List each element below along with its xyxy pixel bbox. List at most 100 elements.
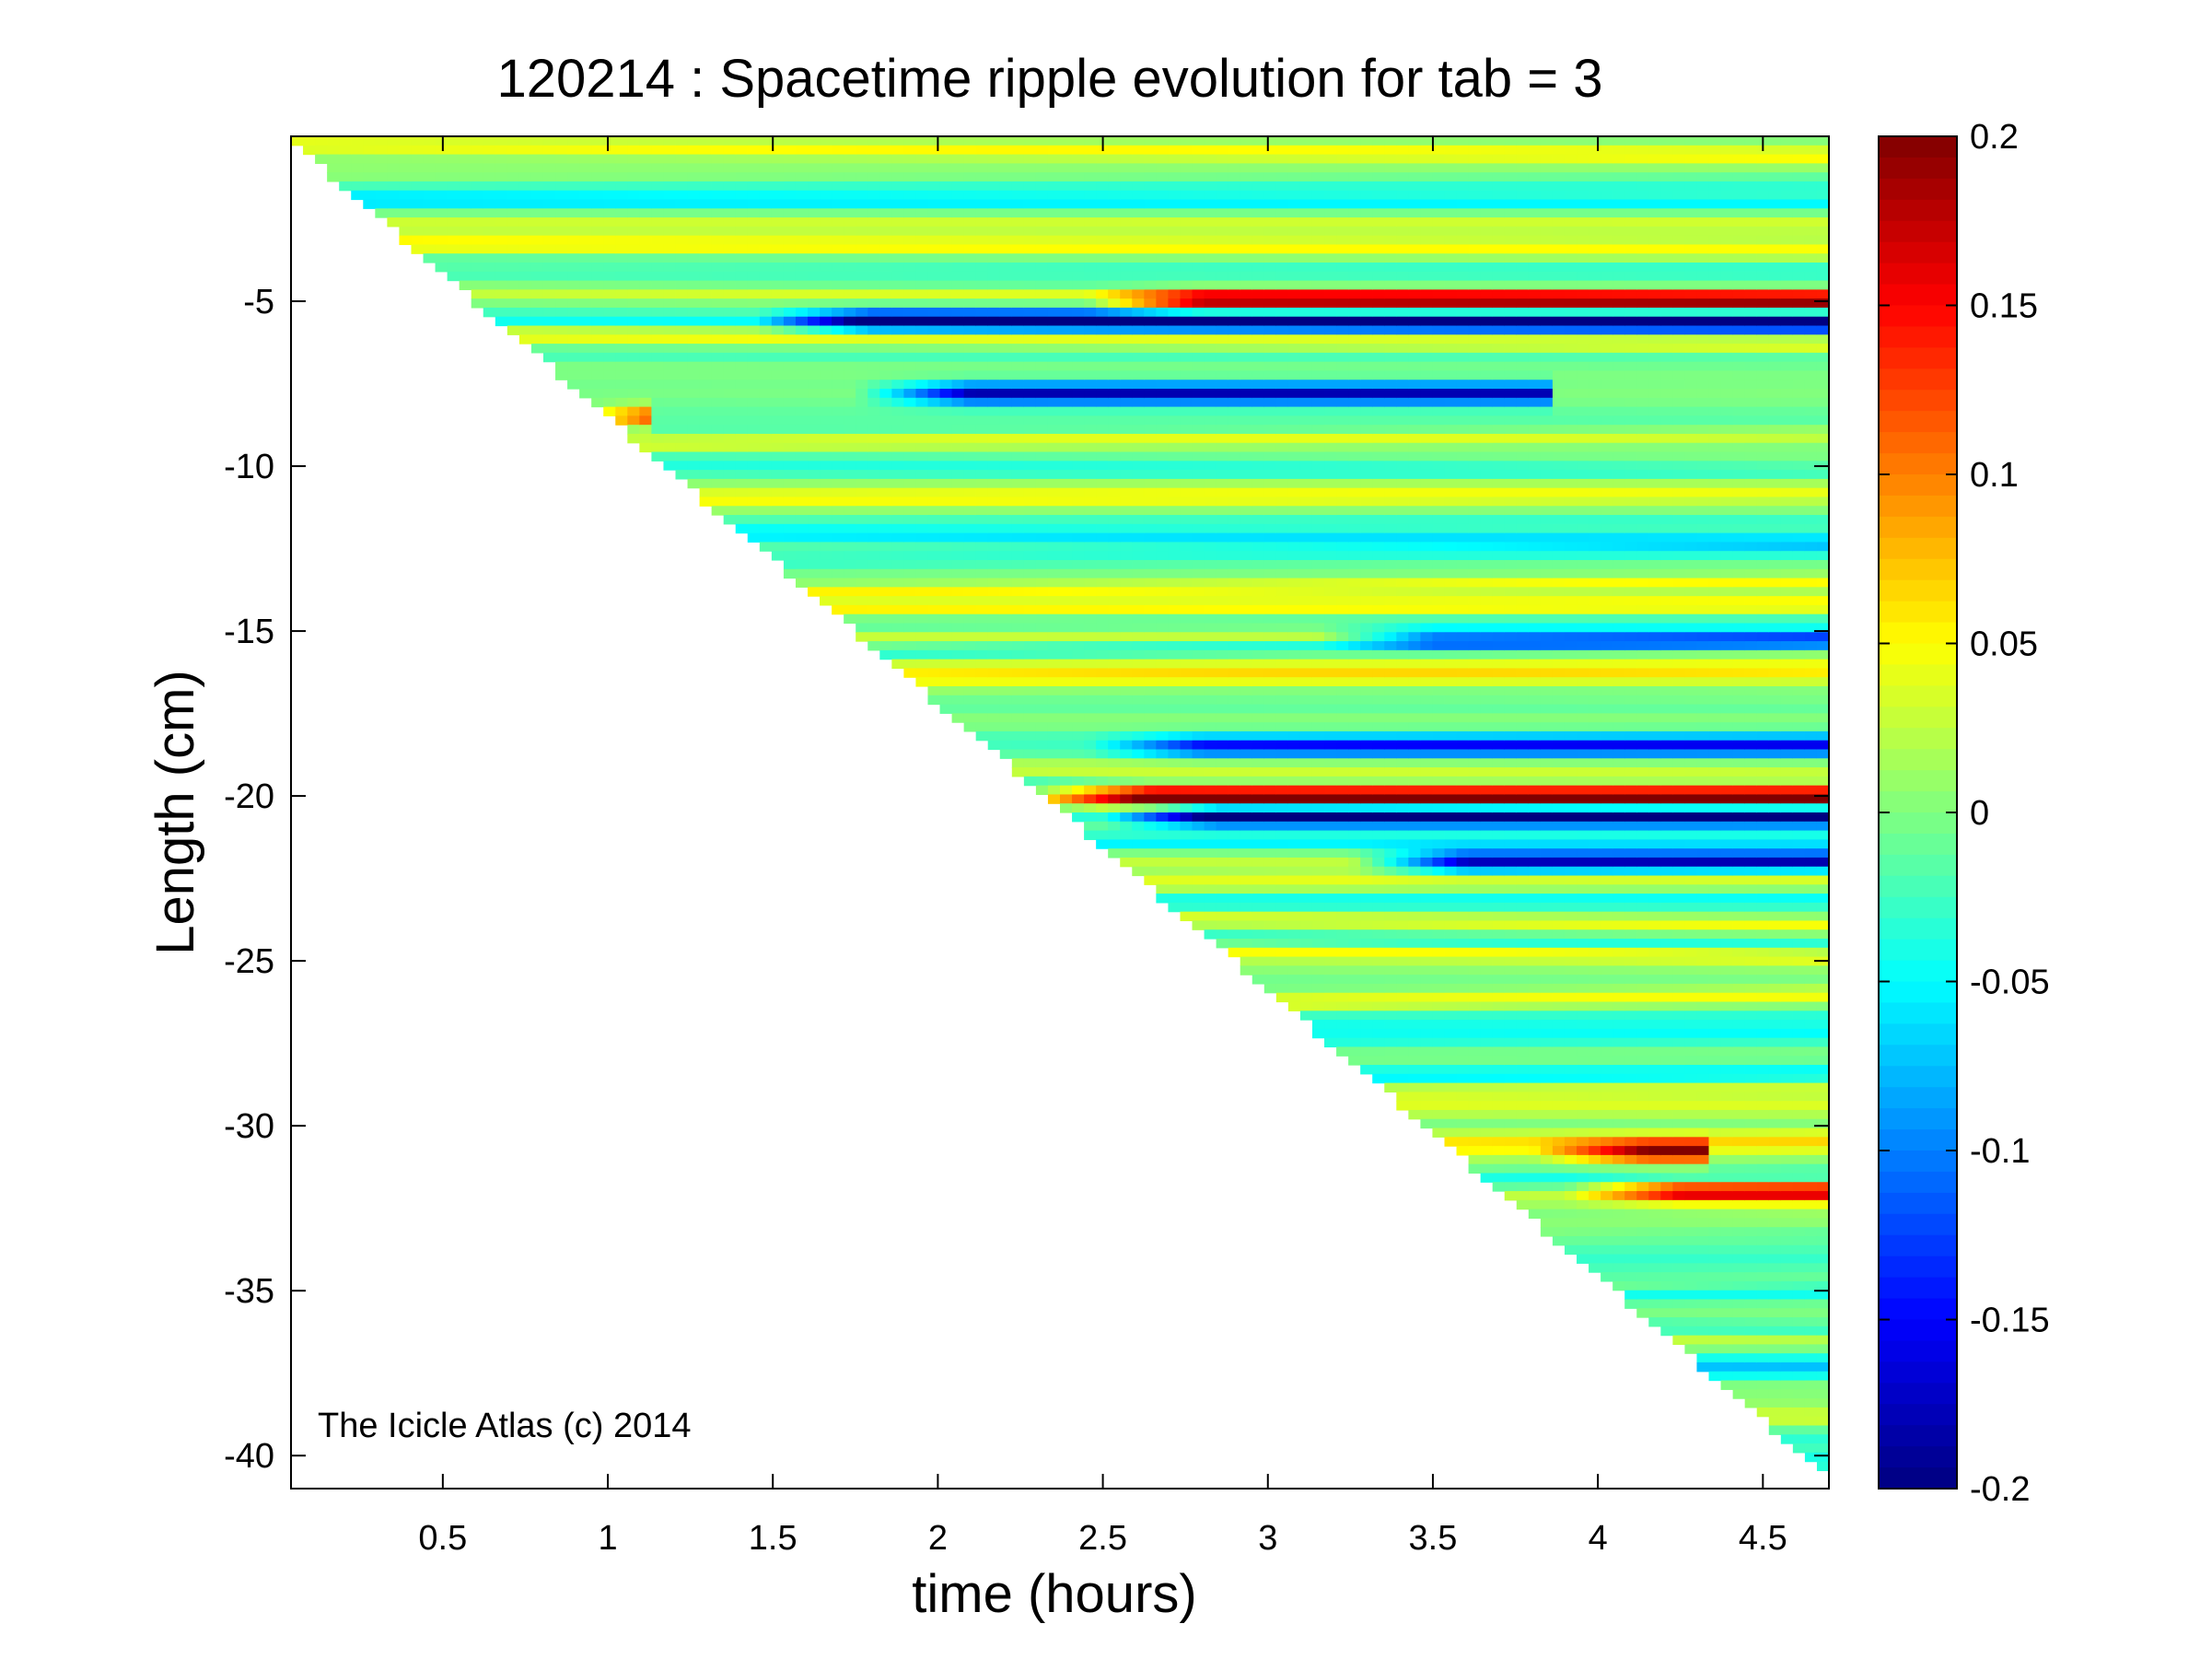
heatmap-cell bbox=[1023, 253, 1037, 263]
heatmap-cell bbox=[1372, 344, 1385, 354]
heatmap-cell bbox=[915, 677, 929, 687]
heatmap-cell bbox=[1252, 244, 1265, 254]
heatmap-cell bbox=[1035, 767, 1049, 777]
heatmap-cell bbox=[1011, 641, 1025, 651]
heatmap-cell bbox=[891, 613, 904, 625]
heatmap-cell bbox=[1372, 713, 1385, 723]
heatmap-cell bbox=[1348, 1028, 1361, 1039]
heatmap-cell bbox=[1180, 695, 1193, 706]
heatmap-cell bbox=[1096, 685, 1109, 696]
heatmap-cell bbox=[1336, 685, 1349, 696]
heatmap-cell bbox=[675, 451, 689, 461]
heatmap-cell bbox=[1372, 1046, 1385, 1057]
heatmap-cell bbox=[1132, 649, 1145, 660]
heatmap-cell bbox=[1096, 613, 1109, 625]
heatmap-cell bbox=[1252, 344, 1265, 354]
heatmap-cell bbox=[735, 289, 749, 299]
heatmap-cell bbox=[975, 461, 989, 471]
heatmap-cell bbox=[1156, 740, 1170, 751]
heatmap-cell bbox=[687, 425, 701, 435]
heatmap-cell bbox=[675, 461, 689, 471]
heatmap-cell bbox=[808, 389, 821, 399]
heatmap-cell bbox=[1144, 866, 1157, 877]
heatmap-cell bbox=[723, 145, 737, 156]
heatmap-cell bbox=[1108, 568, 1121, 579]
heatmap-cell bbox=[1311, 451, 1325, 461]
heatmap-cell bbox=[1072, 785, 1085, 796]
heatmap-cell bbox=[518, 208, 532, 218]
heatmap-cell bbox=[1240, 361, 1253, 372]
heatmap-cell bbox=[856, 587, 868, 597]
heatmap-cell bbox=[1120, 461, 1133, 471]
heatmap-cell bbox=[567, 334, 580, 345]
heatmap-cell bbox=[1372, 433, 1385, 444]
heatmap-cell bbox=[627, 433, 640, 444]
heatmap-cell bbox=[555, 289, 568, 299]
heatmap-cell bbox=[1023, 722, 1037, 732]
heatmap-cell bbox=[820, 587, 832, 597]
heatmap-cell bbox=[339, 172, 352, 182]
heatmap-cell bbox=[1228, 659, 1241, 670]
heatmap-cell bbox=[1311, 839, 1325, 849]
heatmap-cell bbox=[555, 235, 568, 246]
heatmap-cell bbox=[1156, 487, 1170, 498]
heatmap-cell bbox=[759, 307, 773, 318]
heatmap-cell bbox=[759, 451, 773, 461]
heatmap-cell bbox=[1084, 226, 1097, 237]
heatmap-cell bbox=[1120, 551, 1133, 561]
heatmap-cell bbox=[627, 271, 640, 282]
heatmap-cell bbox=[939, 334, 953, 345]
heatmap-cell bbox=[844, 406, 856, 416]
heatmap-cell bbox=[915, 163, 929, 173]
heatmap-cell bbox=[987, 542, 1001, 552]
heatmap-cell bbox=[1108, 380, 1121, 390]
heatmap-cell bbox=[867, 587, 880, 597]
heatmap-cell bbox=[844, 487, 856, 498]
heatmap-cell bbox=[506, 316, 520, 327]
heatmap-cell bbox=[687, 208, 701, 218]
heatmap-cell bbox=[1144, 361, 1157, 372]
heatmap-cell bbox=[1240, 947, 1253, 958]
heatmap-cell bbox=[1216, 325, 1229, 335]
heatmap-cell bbox=[1336, 902, 1349, 913]
heatmap-cell bbox=[759, 263, 773, 273]
heatmap-cell bbox=[1372, 578, 1385, 588]
heatmap-cell bbox=[832, 316, 844, 327]
heatmap-cell bbox=[1240, 532, 1253, 543]
heatmap-cell bbox=[1168, 235, 1182, 246]
heatmap-cell bbox=[1204, 470, 1217, 480]
heatmap-cell bbox=[867, 623, 880, 633]
heatmap-cell bbox=[1047, 623, 1061, 633]
heatmap-cell bbox=[1035, 668, 1049, 678]
heatmap-cell bbox=[939, 497, 953, 507]
heatmap-cell bbox=[879, 478, 892, 489]
heatmap-cell bbox=[1047, 649, 1061, 660]
heatmap-cell bbox=[1011, 604, 1025, 615]
heatmap-cell bbox=[1348, 641, 1361, 651]
heatmap-cell bbox=[1228, 929, 1241, 940]
heatmap-cell bbox=[1060, 587, 1073, 597]
heatmap-cell bbox=[1336, 848, 1349, 859]
heatmap-cell bbox=[1180, 523, 1193, 534]
heatmap-cell bbox=[1287, 344, 1301, 354]
heatmap-cell bbox=[1287, 785, 1301, 796]
heatmap-cell bbox=[1011, 361, 1025, 372]
heatmap-cell bbox=[1299, 370, 1313, 380]
heatmap-cell bbox=[1084, 532, 1097, 543]
heatmap-cell bbox=[1311, 389, 1325, 399]
heatmap-cell bbox=[1287, 551, 1301, 561]
heatmap-cell bbox=[459, 280, 472, 290]
heatmap-cell bbox=[1144, 875, 1157, 885]
heatmap-cell bbox=[1204, 730, 1217, 742]
heatmap-cell bbox=[747, 145, 761, 156]
heatmap-cell bbox=[927, 136, 941, 146]
heatmap-cell bbox=[627, 172, 640, 182]
heatmap-cell bbox=[1360, 685, 1373, 696]
heatmap-cell bbox=[879, 515, 892, 525]
heatmap-cell bbox=[1336, 613, 1349, 625]
heatmap-cell bbox=[879, 425, 892, 435]
heatmap-cell bbox=[411, 163, 425, 173]
heatmap-cell bbox=[1228, 461, 1241, 471]
heatmap-cell bbox=[1348, 776, 1361, 787]
heatmap-cell bbox=[939, 478, 953, 489]
